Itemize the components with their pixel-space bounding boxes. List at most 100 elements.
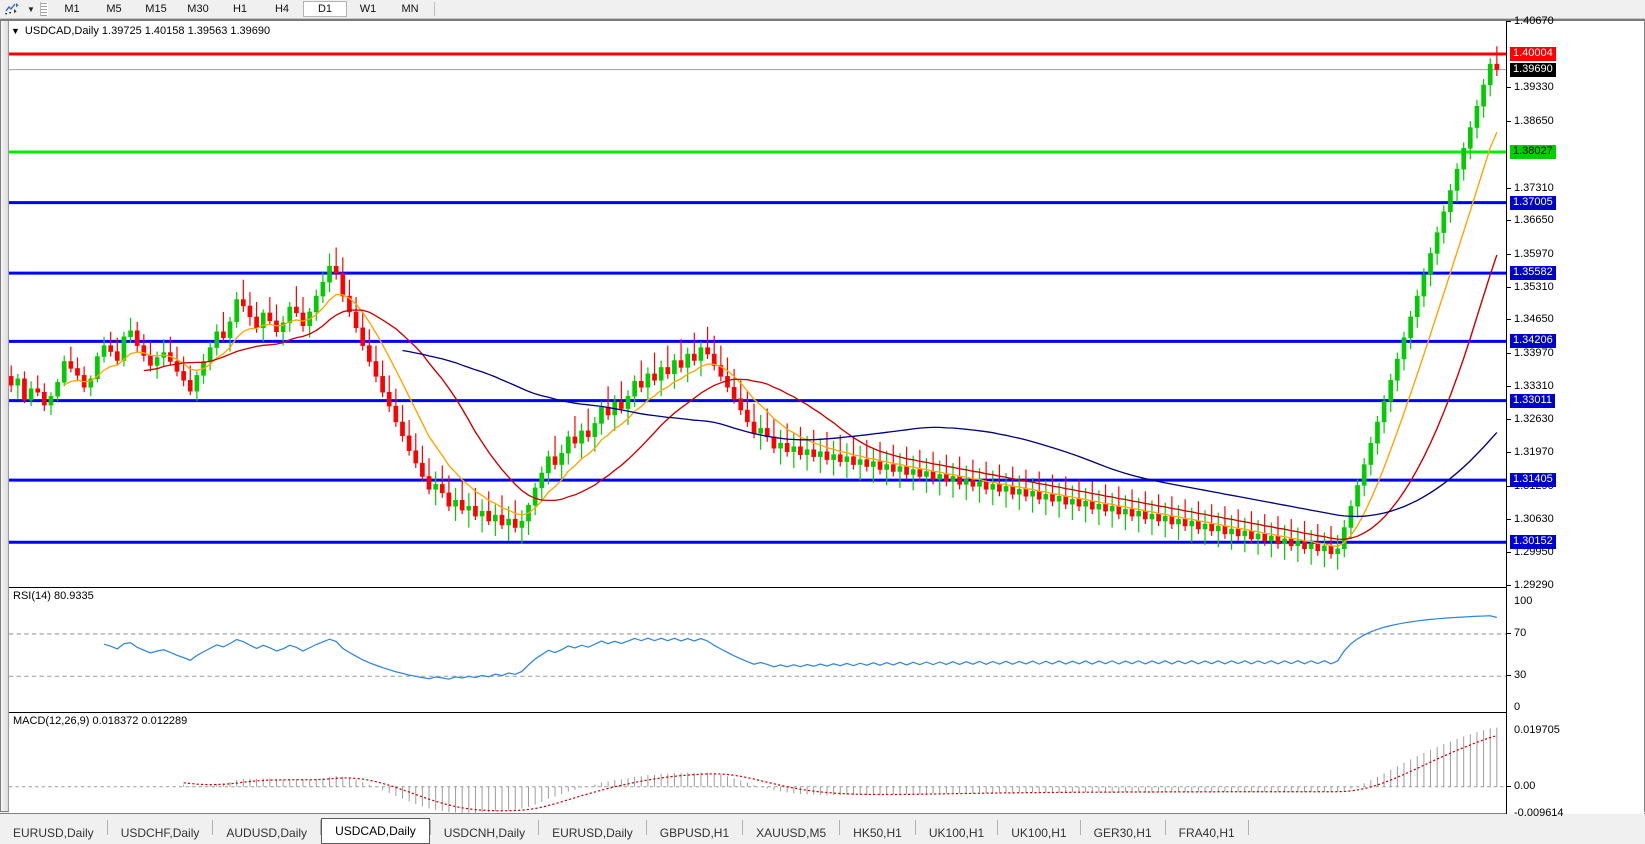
timeframe-m15[interactable]: M15	[145, 3, 167, 15]
price-tick	[1507, 121, 1511, 123]
price-level-tag[interactable]: 1.33011	[1510, 393, 1555, 408]
tab-separator	[106, 819, 108, 835]
tab-separator	[1079, 819, 1081, 835]
price-tick-label: 1.33310	[1514, 379, 1554, 392]
macd-pane[interactable]: MACD(12,26,9) 0.018372 0.012289	[9, 712, 1644, 814]
timeframe-h1[interactable]: H1	[232, 3, 248, 15]
price-tick	[1507, 286, 1511, 288]
price-tick	[1507, 220, 1511, 222]
macd-tick	[1507, 785, 1511, 787]
tab-uk100-h1[interactable]: UK100,H1	[998, 822, 1080, 844]
price-level-tag[interactable]: 1.38027	[1510, 144, 1556, 159]
chart-collapse-icon[interactable]: ▼	[11, 25, 20, 36]
tab-separator	[212, 819, 214, 835]
chart-window: ▼ USDCAD,Daily 1.39725 1.40158 1.39563 1…	[0, 15, 1645, 831]
indicators-dropdown-caret[interactable]: ▼	[27, 4, 35, 14]
tab-hk50-h1[interactable]: HK50,H1	[840, 822, 915, 844]
price-tick-label: 1.29290	[1514, 579, 1554, 591]
tab-ger30-h1[interactable]: GER30,H1	[1080, 822, 1165, 844]
tab-gbpusd-h1[interactable]: GBPUSD,H1	[646, 822, 743, 844]
price-tick	[1507, 485, 1511, 487]
rsi-tick-label: 100	[1514, 595, 1533, 607]
timeframe-m1[interactable]: M1	[64, 3, 80, 15]
tab-separator	[538, 819, 540, 835]
price-level-tag[interactable]: 1.30152	[1510, 535, 1556, 550]
price-level-tag[interactable]: 1.34206	[1510, 334, 1556, 349]
tab-separator	[914, 819, 916, 835]
tab-xauusd-m5[interactable]: XAUUSD,M5	[743, 822, 840, 844]
tab-audusd-daily[interactable]: AUDUSD,Daily	[213, 822, 321, 844]
price-tick	[1507, 21, 1511, 22]
price-pane[interactable]	[9, 21, 1644, 585]
toolbar-separator	[434, 2, 435, 16]
tab-usdcnh-daily[interactable]: USDCNH,Daily	[430, 822, 539, 844]
price-tick	[1507, 518, 1511, 520]
price-level-tag[interactable]: 1.39690	[1510, 62, 1556, 77]
price-tick-label: 1.40670	[1514, 15, 1554, 27]
price-tick-label: 1.30630	[1514, 512, 1554, 525]
rsi-tick-label: 0	[1514, 701, 1521, 713]
macd-label: MACD(12,26,9) 0.018372 0.012289	[13, 715, 188, 727]
chart-left-scrollbar[interactable]	[1, 21, 9, 811]
rsi-tick	[1507, 632, 1511, 634]
macd-canvas	[9, 713, 1644, 814]
price-scale[interactable]: 1.40670 1.39330 1.38650 1.37310 1.36650 1.359…	[1506, 15, 1644, 819]
tab-eurusd-daily[interactable]: EURUSD,Daily	[539, 822, 646, 844]
toolbar-grip[interactable]	[40, 2, 48, 16]
rsi-tick-label: 30	[1514, 669, 1527, 682]
price-canvas	[9, 21, 1644, 585]
rsi-tick	[1507, 675, 1511, 677]
price-level-tag[interactable]: 1.40004	[1510, 47, 1556, 61]
chart-symbol-header: ▼ USDCAD,Daily 1.39725 1.40158 1.39563 1…	[11, 24, 270, 38]
price-tick	[1507, 419, 1511, 421]
rsi-label: RSI(14) 80.9335	[13, 590, 94, 602]
tab-usdcad-daily[interactable]: USDCAD,Daily	[321, 818, 430, 844]
tab-separator	[1247, 819, 1249, 835]
price-level-tag[interactable]: 1.31405	[1510, 473, 1556, 488]
tab-separator	[742, 819, 744, 835]
chart-tab-bar: EURUSD,Daily USDCHF,Daily AUDUSD,Daily USDC…	[0, 813, 1645, 844]
price-tick-label: 1.32630	[1514, 413, 1554, 426]
price-tick	[1507, 253, 1511, 255]
tab-separator	[320, 819, 322, 835]
timeframe-group: M1 M5 M15 M30 H1 H4 D1 W1 MN	[51, 1, 431, 17]
price-tick-label: 1.35310	[1514, 280, 1554, 293]
timeframe-w1[interactable]: W1	[359, 3, 377, 15]
price-tick-label: 1.38650	[1514, 115, 1554, 128]
price-tick	[1507, 452, 1511, 454]
timeframe-h4[interactable]: H4	[274, 3, 290, 15]
price-tick-label: 1.37310	[1514, 181, 1554, 194]
tab-separator	[645, 819, 647, 835]
timeframe-d1[interactable]: D1	[303, 1, 347, 17]
macd-tick-label: 0.00	[1514, 779, 1536, 792]
price-tick-label: 1.31970	[1514, 446, 1554, 459]
price-level-tag[interactable]: 1.35582	[1510, 266, 1556, 281]
macd-tick-label: -0.009614	[1514, 806, 1564, 819]
indicators-icon[interactable]	[2, 1, 24, 17]
tab-eurusd-daily[interactable]: EURUSD,Daily	[0, 822, 107, 844]
timeframe-m5[interactable]: M5	[106, 3, 122, 15]
timeframe-toolbar: ▼ M1 M5 M15 M30 H1 H4 D1 W1 MN	[0, 0, 1645, 19]
tab-separator	[1164, 819, 1166, 835]
price-tick-label: 1.35970	[1514, 247, 1554, 260]
tab-uk100-h1[interactable]: UK100,H1	[915, 822, 998, 844]
tab-fra40-h1[interactable]: FRA40,H1	[1165, 822, 1248, 844]
chart-plot-area[interactable]: ▼ USDCAD,Daily 1.39725 1.40158 1.39563 1…	[9, 15, 1644, 831]
price-tick-label: 1.29950	[1514, 546, 1554, 559]
price-tick-label: 1.33970	[1514, 347, 1554, 360]
timeframe-mn[interactable]: MN	[401, 3, 419, 15]
price-tick-label: 1.39330	[1514, 81, 1554, 94]
price-level-tag[interactable]: 1.37005	[1510, 195, 1556, 210]
rsi-pane[interactable]: RSI(14) 80.9335	[9, 587, 1644, 713]
price-tick	[1507, 187, 1511, 189]
tab-separator	[839, 819, 841, 835]
chart-symbol-ohlc: USDCAD,Daily 1.39725 1.40158 1.39563 1.3…	[24, 25, 271, 37]
macd-tick-label: 0.019705	[1514, 724, 1560, 737]
price-tick	[1507, 319, 1511, 321]
timeframe-m30[interactable]: M30	[187, 3, 209, 15]
price-tick	[1507, 87, 1511, 89]
tab-usdchf-daily[interactable]: USDCHF,Daily	[107, 822, 213, 844]
price-tick	[1507, 585, 1511, 586]
price-tick	[1507, 385, 1511, 387]
